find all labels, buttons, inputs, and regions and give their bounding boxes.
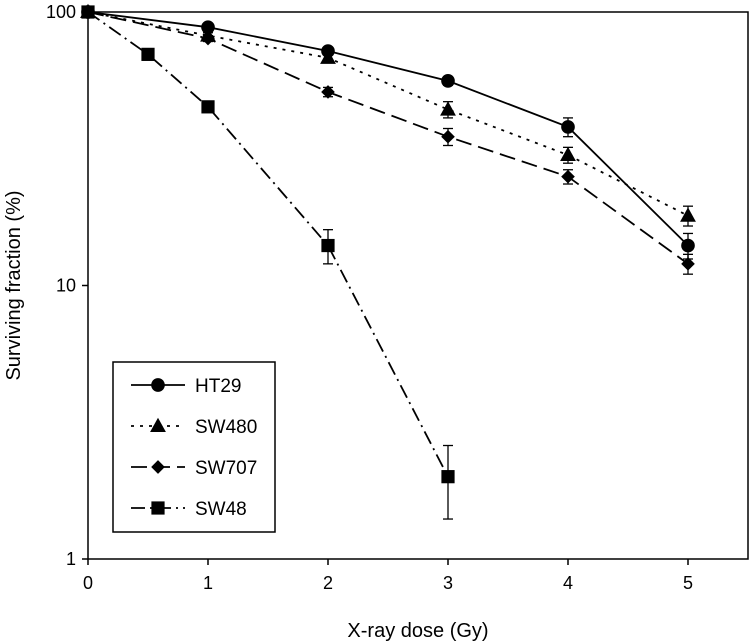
legend-marker: [151, 460, 165, 474]
series-sw707: [81, 5, 695, 275]
data-point: [81, 5, 95, 19]
y-tick-label: 100: [46, 2, 76, 22]
series-line: [87, 11, 689, 247]
x-tick-label: 3: [443, 573, 453, 593]
data-point: [561, 120, 575, 134]
data-point: [201, 31, 215, 46]
legend-item-sw480: SW480: [131, 417, 257, 438]
legend-item-sw707: SW707: [131, 458, 257, 479]
legend-item-sw48: SW48: [131, 499, 247, 520]
data-point: [141, 47, 155, 61]
y-tick-label: 10: [56, 276, 76, 296]
legend-item-ht29: HT29: [131, 376, 241, 397]
legend: HT29 SW480 SW707 SW48: [112, 361, 276, 533]
series-line: [87, 11, 689, 265]
data-point: [201, 20, 215, 35]
legend-marker: [151, 378, 165, 392]
data-point: [441, 74, 455, 88]
x-tick-label: 0: [83, 573, 93, 593]
legend-label: HT29: [195, 376, 241, 397]
x-tick-label: 2: [323, 573, 333, 593]
series-ht29: [81, 5, 695, 260]
series-sw48: [81, 5, 455, 520]
data-point: [320, 49, 336, 64]
legend-label: SW480: [195, 417, 257, 438]
y-tick-label: 1: [66, 549, 76, 569]
legend-box: [112, 361, 276, 533]
legend-marker: [150, 417, 166, 433]
data-point: [681, 257, 695, 271]
data-point: [681, 238, 695, 253]
x-tick-label: 4: [563, 573, 573, 593]
data-point: [201, 100, 215, 114]
data-point: [441, 129, 455, 144]
series-sw480: [80, 3, 696, 227]
data-point: [441, 470, 455, 484]
series-line: [87, 11, 449, 478]
x-tick-label: 5: [683, 573, 693, 593]
series-line: [87, 11, 689, 217]
x-axis-label: X-ray dose (Gy): [347, 620, 488, 642]
data-point: [680, 207, 696, 222]
data-point: [321, 85, 335, 99]
legend-marker: [151, 501, 165, 515]
series-layer: [80, 3, 696, 520]
y-axis-label: Surviving fraction (%): [3, 190, 25, 380]
data-point: [560, 146, 576, 162]
legend-label: SW48: [195, 499, 247, 520]
data-point: [561, 169, 575, 184]
legend-label: SW707: [195, 458, 257, 479]
x-tick-label: 1: [203, 573, 213, 593]
data-point: [321, 238, 335, 253]
data-point: [440, 101, 456, 116]
